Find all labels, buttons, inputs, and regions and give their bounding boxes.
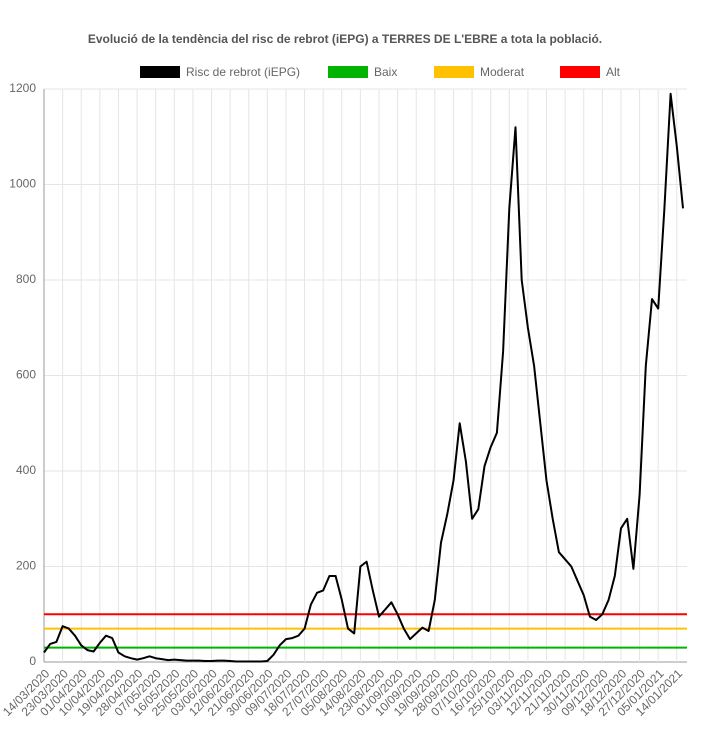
legend-label: Moderat — [480, 65, 525, 79]
data-line — [43, 92, 684, 663]
y-tick-label: 600 — [16, 368, 36, 382]
legend-swatch — [140, 66, 180, 78]
y-tick-label: 1200 — [9, 81, 36, 95]
legend-swatch — [434, 66, 474, 78]
legend-label: Risc de rebrot (iEPG) — [186, 65, 300, 79]
legend-label: Baix — [374, 65, 397, 79]
y-tick-label: 800 — [16, 272, 36, 286]
legend-label: Alt — [606, 65, 621, 79]
legend-swatch — [328, 66, 368, 78]
legend-swatch — [560, 66, 600, 78]
y-tick-label: 200 — [16, 559, 36, 573]
y-tick-label: 1000 — [9, 177, 36, 191]
y-tick-label: 400 — [16, 463, 36, 477]
y-tick-label: 0 — [29, 654, 36, 668]
chart-title: Evolució de la tendència del risc de reb… — [88, 32, 602, 46]
